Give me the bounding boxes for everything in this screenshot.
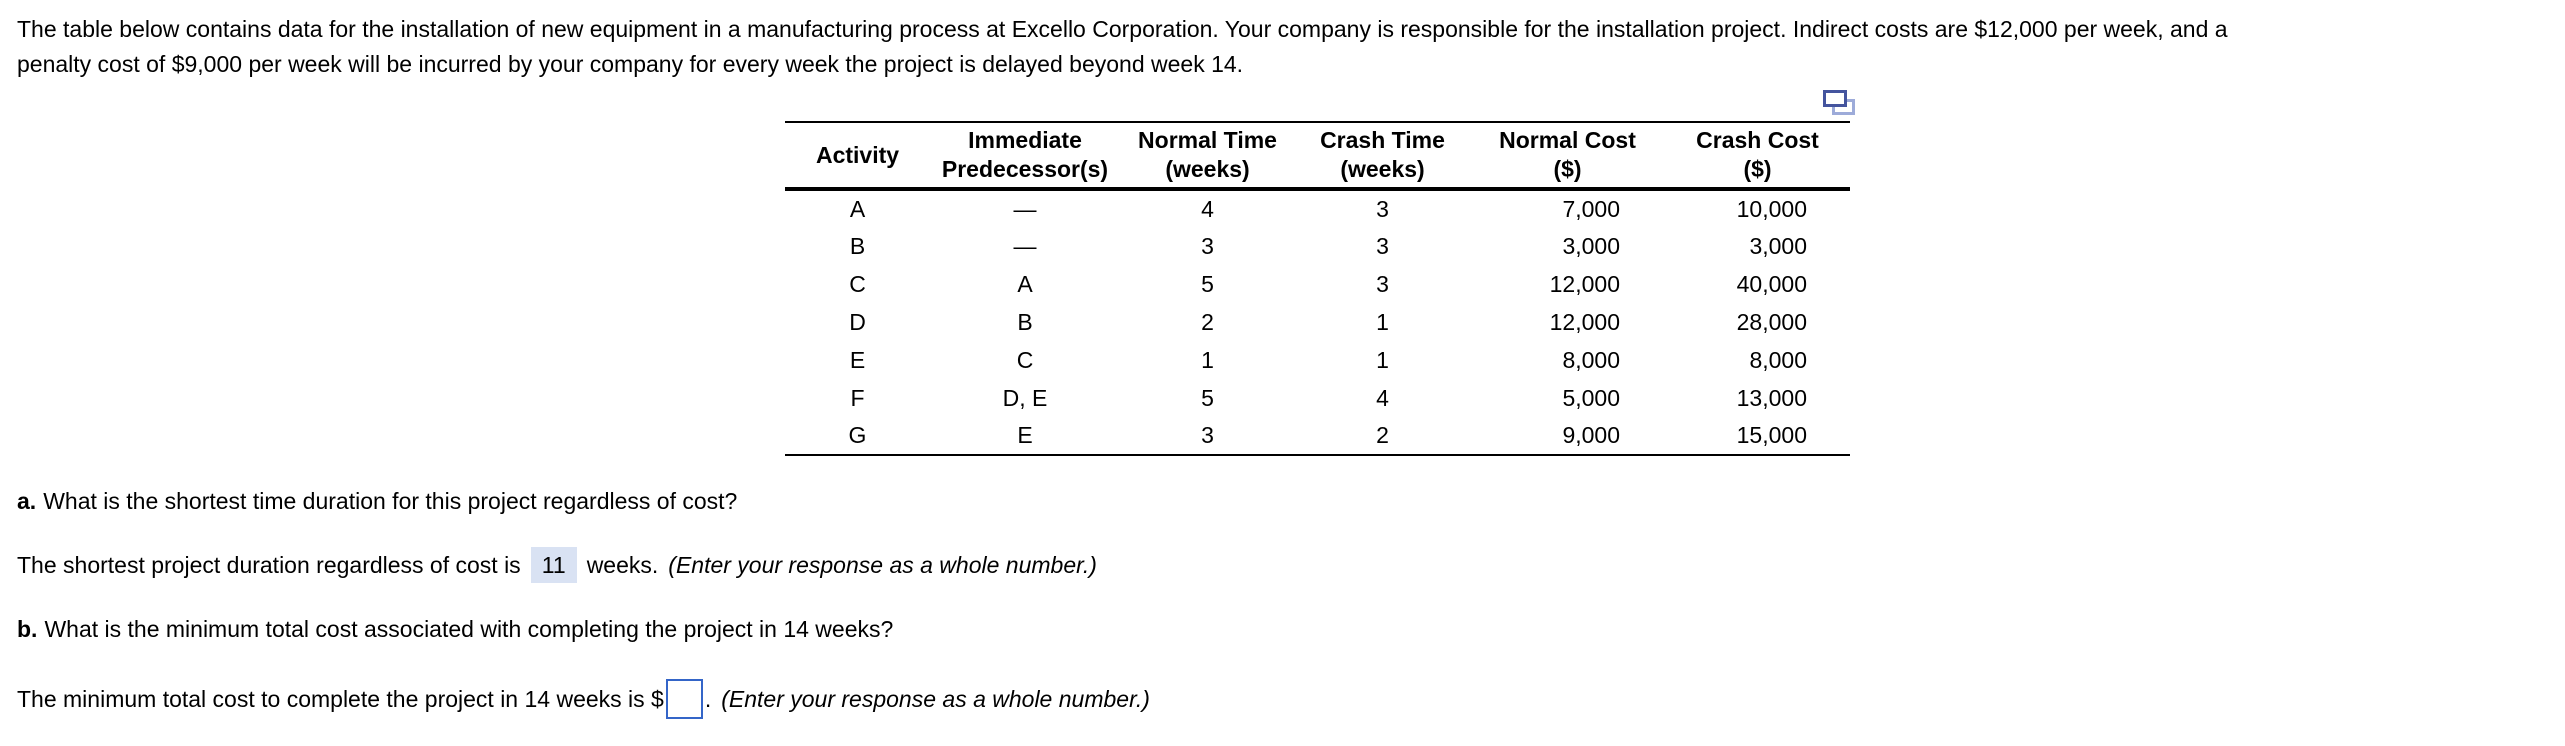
cell-normal-time: 4 <box>1201 195 1214 222</box>
answer-a-note: (Enter your response as a whole number.) <box>668 551 1097 578</box>
cell-crash-cost: 15,000 <box>1736 422 1807 448</box>
cell-crash-time: 4 <box>1376 384 1389 411</box>
answer-b-input[interactable] <box>665 679 703 719</box>
cell-crash-cost: 3,000 <box>1749 232 1807 259</box>
cell-activity: A <box>849 195 866 222</box>
cell-normal-time: 1 <box>1201 346 1214 373</box>
cell-normal-time: 3 <box>1201 232 1214 259</box>
table-row: C A 5 3 12,000 40,000 <box>785 265 1850 303</box>
question-a-label: a. <box>17 488 37 514</box>
cell-activity: D <box>849 308 866 335</box>
problem-statement: The table below contains data for the in… <box>17 12 2557 82</box>
cell-normal-time: 2 <box>1201 308 1214 335</box>
cell-normal-cost: 3,000 <box>1562 232 1620 259</box>
question-b-label: b. <box>17 616 38 642</box>
col-header-crash-cost: Crash Cost ($) <box>1696 127 1819 182</box>
cell-predecessor: — <box>1013 232 1037 259</box>
cell-normal-time: 5 <box>1201 270 1214 297</box>
answer-b-line: The minimum total cost to complete the p… <box>17 678 1150 720</box>
cell-crash-cost: 40,000 <box>1736 270 1807 297</box>
cell-normal-cost: 8,000 <box>1562 346 1620 373</box>
cell-crash-time: 3 <box>1376 232 1389 259</box>
cell-predecessor: B <box>1017 308 1033 335</box>
answer-a-prefix: The shortest project duration regardless… <box>17 551 521 578</box>
cell-crash-time: 3 <box>1376 270 1389 297</box>
cell-crash-time: 3 <box>1376 195 1389 222</box>
answer-a-suffix: weeks. <box>586 551 659 578</box>
activity-data-table: Activity Immediate Predecessor(s) Normal… <box>785 121 1850 456</box>
cell-normal-cost: 9,000 <box>1562 422 1620 448</box>
data-table-block: Activity Immediate Predecessor(s) Normal… <box>785 88 1885 456</box>
cell-crash-cost: 10,000 <box>1736 195 1807 222</box>
cell-crash-time: 1 <box>1376 308 1389 335</box>
cell-activity: B <box>849 232 866 259</box>
popout-table-icon[interactable] <box>1823 90 1857 118</box>
question-b: b. What is the minimum total cost associa… <box>17 614 893 644</box>
cell-crash-cost: 8,000 <box>1749 346 1807 373</box>
cell-normal-cost: 5,000 <box>1562 384 1620 411</box>
cell-activity: C <box>849 270 866 297</box>
table-row: G E 3 2 9,000 15,000 <box>785 417 1850 455</box>
popout-front-rect <box>1823 90 1847 107</box>
answer-b-note: (Enter your response as a whole number.) <box>721 685 1150 712</box>
table-row: E C 1 1 8,000 8,000 <box>785 341 1850 379</box>
cell-predecessor: A <box>1017 270 1033 297</box>
cell-predecessor: C <box>1016 346 1034 373</box>
cell-predecessor: D, E <box>1002 384 1048 411</box>
cell-predecessor: E <box>1017 422 1033 448</box>
cell-activity: E <box>849 346 866 373</box>
table-body: A — 4 3 7,000 10,000 B — 3 3 3,000 3,000… <box>785 189 1850 455</box>
table-header-row: Activity Immediate Predecessor(s) Normal… <box>785 122 1850 189</box>
answer-a-value[interactable]: 11 <box>530 547 577 583</box>
cell-predecessor: — <box>1013 195 1037 222</box>
table-row: A — 4 3 7,000 10,000 <box>785 189 1850 227</box>
question-a-text: What is the shortest time duration for t… <box>43 488 738 514</box>
table-row: F D, E 5 4 5,000 13,000 <box>785 379 1850 417</box>
cell-crash-time: 1 <box>1376 346 1389 373</box>
cell-crash-time: 2 <box>1376 422 1389 448</box>
cell-normal-time: 3 <box>1201 422 1214 448</box>
table-row: B — 3 3 3,000 3,000 <box>785 227 1850 265</box>
answer-b-suffix: . <box>704 685 712 712</box>
question-a: a. What is the shortest time duration for… <box>17 486 737 516</box>
answer-b-prefix: The minimum total cost to complete the p… <box>17 685 664 712</box>
cell-activity: F <box>850 384 865 411</box>
col-header-normal-cost: Normal Cost ($) <box>1499 127 1636 182</box>
col-header-activity: Activity <box>815 141 900 168</box>
cell-normal-cost: 7,000 <box>1562 195 1620 222</box>
cell-crash-cost: 28,000 <box>1736 308 1807 335</box>
cell-crash-cost: 13,000 <box>1736 384 1807 411</box>
col-header-crash-time: Crash Time (weeks) <box>1320 127 1445 182</box>
col-header-predecessor: Immediate Predecessor(s) <box>941 127 1109 182</box>
cell-normal-cost: 12,000 <box>1549 308 1620 335</box>
cell-normal-time: 5 <box>1201 384 1214 411</box>
problem-statement-line-2: penalty cost of $9,000 per week will be … <box>17 51 1244 77</box>
cell-activity: G <box>848 422 867 448</box>
question-b-text: What is the minimum total cost associate… <box>44 616 894 642</box>
col-header-normal-time: Normal Time (weeks) <box>1138 127 1277 182</box>
answer-a-line: The shortest project duration regardless… <box>17 546 1097 584</box>
table-row: D B 2 1 12,000 28,000 <box>785 303 1850 341</box>
cell-normal-cost: 12,000 <box>1549 270 1620 297</box>
problem-statement-line-1: The table below contains data for the in… <box>17 16 2228 42</box>
